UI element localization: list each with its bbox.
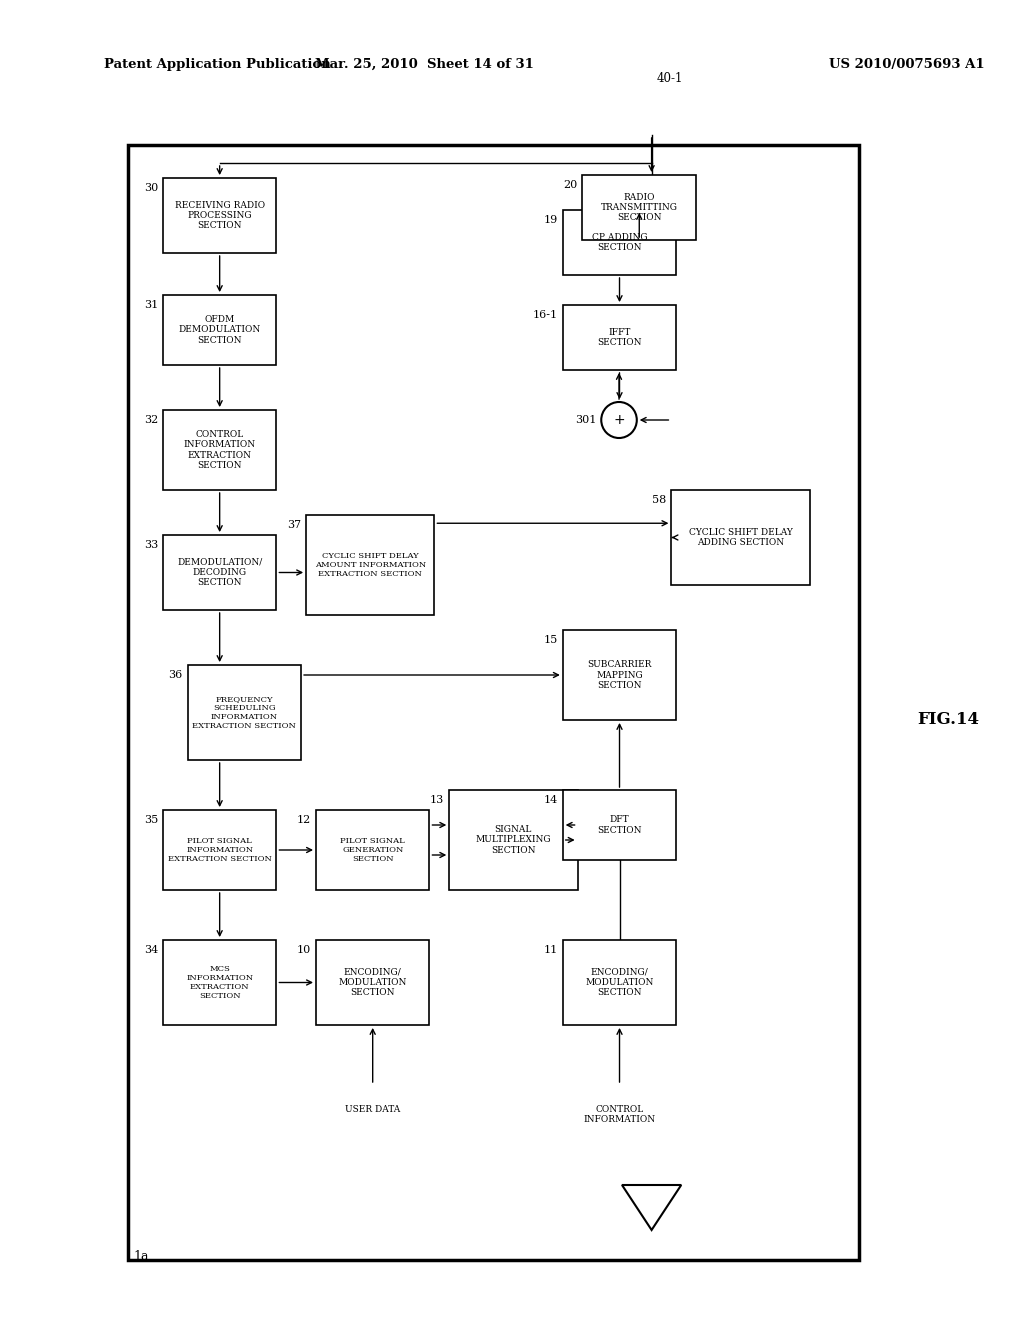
Text: 15: 15 xyxy=(544,635,558,645)
Bar xyxy=(163,810,276,890)
Bar xyxy=(563,630,676,719)
Bar xyxy=(563,210,676,275)
Text: 13: 13 xyxy=(430,795,444,805)
Bar xyxy=(316,810,429,890)
Text: 10: 10 xyxy=(297,945,311,954)
Text: 14: 14 xyxy=(544,795,558,805)
Bar xyxy=(128,145,859,1261)
Text: 11: 11 xyxy=(544,945,558,954)
Text: DFT
SECTION: DFT SECTION xyxy=(597,816,642,834)
Bar xyxy=(163,940,276,1026)
Text: 58: 58 xyxy=(652,495,667,506)
Bar xyxy=(563,940,676,1026)
Text: 35: 35 xyxy=(143,814,158,825)
Bar xyxy=(163,178,276,253)
Text: Mar. 25, 2010  Sheet 14 of 31: Mar. 25, 2010 Sheet 14 of 31 xyxy=(315,58,534,71)
Text: 37: 37 xyxy=(287,520,301,531)
Text: 12: 12 xyxy=(297,814,311,825)
Text: PILOT SIGNAL
GENERATION
SECTION: PILOT SIGNAL GENERATION SECTION xyxy=(340,837,406,863)
Bar xyxy=(163,411,276,490)
Text: SIGNAL
MULTIPLEXING
SECTION: SIGNAL MULTIPLEXING SECTION xyxy=(475,825,551,855)
Text: OFDM
DEMODULATION
SECTION: OFDM DEMODULATION SECTION xyxy=(178,315,261,345)
Bar xyxy=(163,535,276,610)
Text: 31: 31 xyxy=(143,300,158,310)
Text: RADIO
TRANSMITTING
SECTION: RADIO TRANSMITTING SECTION xyxy=(601,193,678,222)
Text: CP ADDING
SECTION: CP ADDING SECTION xyxy=(592,232,647,252)
Text: 19: 19 xyxy=(544,215,558,224)
Bar xyxy=(563,789,676,861)
Bar xyxy=(163,294,276,366)
Text: CYCLIC SHIFT DELAY
ADDING SECTION: CYCLIC SHIFT DELAY ADDING SECTION xyxy=(688,528,793,548)
Text: 36: 36 xyxy=(168,671,182,680)
Text: Patent Application Publication: Patent Application Publication xyxy=(103,58,331,71)
Text: SUBCARRIER
MAPPING
SECTION: SUBCARRIER MAPPING SECTION xyxy=(588,660,651,690)
Text: CONTROL
INFORMATION: CONTROL INFORMATION xyxy=(584,1105,655,1125)
Text: USER DATA: USER DATA xyxy=(345,1105,400,1114)
Bar xyxy=(187,665,301,760)
Text: 20: 20 xyxy=(563,180,578,190)
Text: ENCODING/
MODULATION
SECTION: ENCODING/ MODULATION SECTION xyxy=(586,968,653,998)
Text: CONTROL
INFORMATION
EXTRACTION
SECTION: CONTROL INFORMATION EXTRACTION SECTION xyxy=(183,430,256,470)
Text: FIG.14: FIG.14 xyxy=(916,711,979,729)
Text: US 2010/0075693 A1: US 2010/0075693 A1 xyxy=(829,58,985,71)
Bar xyxy=(306,515,434,615)
Bar xyxy=(450,789,578,890)
Bar xyxy=(563,305,676,370)
Text: ENCODING/
MODULATION
SECTION: ENCODING/ MODULATION SECTION xyxy=(339,968,407,998)
Bar xyxy=(316,940,429,1026)
Text: 34: 34 xyxy=(143,945,158,954)
Text: 40-1: 40-1 xyxy=(656,73,683,84)
Text: 1a: 1a xyxy=(133,1250,148,1263)
Text: CYCLIC SHIFT DELAY
AMOUNT INFORMATION
EXTRACTION SECTION: CYCLIC SHIFT DELAY AMOUNT INFORMATION EX… xyxy=(314,552,426,578)
Text: +: + xyxy=(613,413,625,426)
Bar xyxy=(583,176,696,240)
Text: MCS
INFORMATION
EXTRACTION
SECTION: MCS INFORMATION EXTRACTION SECTION xyxy=(186,965,253,1001)
Bar xyxy=(672,490,810,585)
Text: RECEIVING RADIO
PROCESSING
SECTION: RECEIVING RADIO PROCESSING SECTION xyxy=(175,201,265,231)
Text: 16-1: 16-1 xyxy=(532,310,558,319)
Text: FREQUENCY
SCHEDULING
INFORMATION
EXTRACTION SECTION: FREQUENCY SCHEDULING INFORMATION EXTRACT… xyxy=(193,694,296,730)
Text: 301: 301 xyxy=(574,414,596,425)
Text: DEMODULATION/
DECODING
SECTION: DEMODULATION/ DECODING SECTION xyxy=(177,557,262,587)
Text: IFFT
SECTION: IFFT SECTION xyxy=(597,327,642,347)
Text: 33: 33 xyxy=(143,540,158,550)
Text: 32: 32 xyxy=(143,414,158,425)
Text: 30: 30 xyxy=(143,183,158,193)
Text: PILOT SIGNAL
INFORMATION
EXTRACTION SECTION: PILOT SIGNAL INFORMATION EXTRACTION SECT… xyxy=(168,837,271,863)
